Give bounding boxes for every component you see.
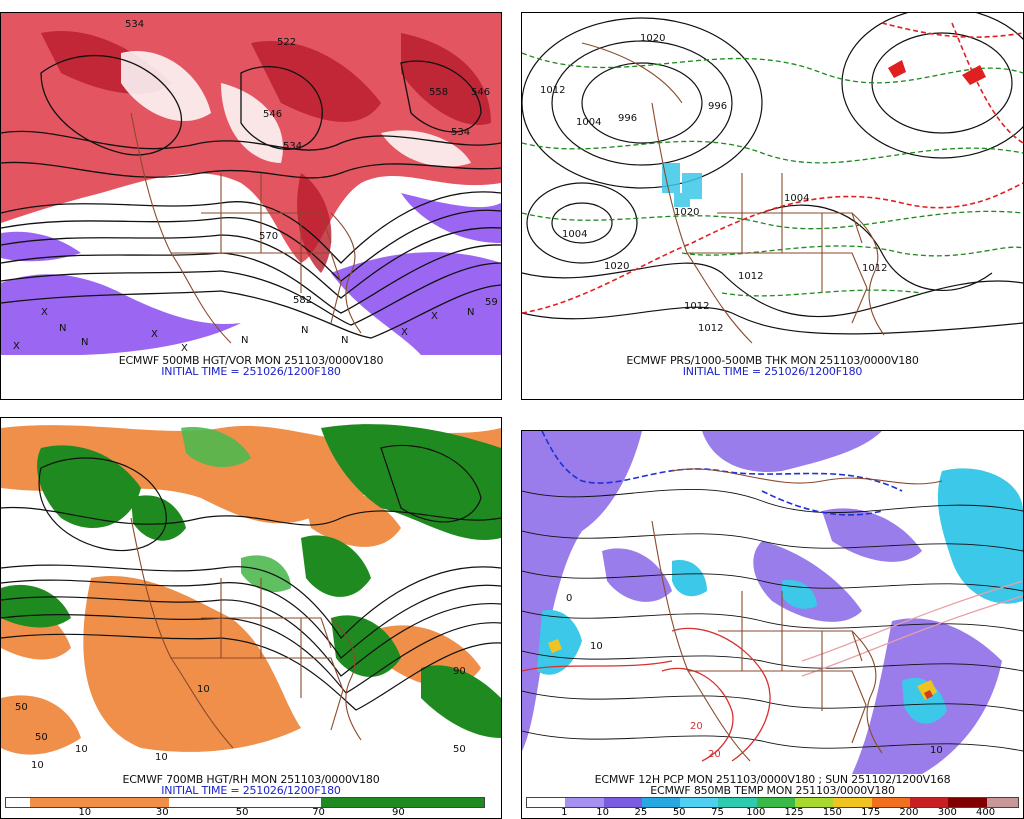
isobar-label: 1012 bbox=[862, 263, 887, 274]
colorbar-label: 50 bbox=[235, 807, 249, 818]
isobar-label: 996 bbox=[618, 113, 637, 124]
precip-colorbar bbox=[526, 797, 1019, 808]
svg-text:X: X bbox=[401, 327, 408, 338]
svg-text:N: N bbox=[467, 307, 474, 318]
panel-700mb-humidity: 10 10 50 10 50 10 90 50 ECMWF 700MB HGT/… bbox=[0, 417, 502, 819]
isobar-label: 1020 bbox=[604, 261, 629, 272]
svg-text:N: N bbox=[59, 323, 66, 334]
isobar-label: 1020 bbox=[640, 33, 665, 44]
initial-time: INITIAL TIME = 251026/1200F180 bbox=[161, 784, 341, 797]
panel-subtitle: ECMWF 850MB TEMP MON 251103/0000V180 bbox=[650, 784, 895, 797]
contour-label: 20 bbox=[708, 749, 721, 760]
panel-title: ECMWF 500MB HGT/VOR MON 251103/0000V180 bbox=[118, 354, 384, 367]
contour-label: 0 bbox=[566, 593, 572, 604]
isobar-label: 1012 bbox=[540, 85, 565, 96]
contour-label: 534 bbox=[283, 141, 302, 152]
map-700mb-height-humidity: 10 10 50 10 50 10 90 50 bbox=[1, 418, 501, 774]
isobar-label: 1004 bbox=[576, 117, 601, 128]
colorbar-label: 175 bbox=[861, 807, 881, 818]
colorbar-label: 200 bbox=[899, 807, 919, 818]
colorbar-label: 125 bbox=[784, 807, 804, 818]
contour-label: 10 bbox=[197, 684, 210, 695]
isobar-label: 996 bbox=[708, 101, 727, 112]
contour-label: 59 bbox=[485, 297, 498, 308]
contour-label: 558 bbox=[429, 87, 448, 98]
colorbar-label: 100 bbox=[746, 807, 766, 818]
colorbar-label: 70 bbox=[312, 807, 325, 818]
isobar-label: 1020 bbox=[674, 207, 699, 218]
contour-label: 570 bbox=[259, 231, 278, 242]
initial-time: INITIAL TIME = 251026/1200F180 bbox=[161, 365, 341, 378]
svg-text:X: X bbox=[13, 341, 20, 352]
svg-text:X: X bbox=[431, 311, 438, 322]
panel-title: ECMWF 700MB HGT/RH MON 251103/0000V180 bbox=[122, 773, 380, 786]
colorbar-label: 90 bbox=[392, 807, 405, 818]
panel-500mb-vorticity: 534 522 546 534 558 570 582 534 546 59 X… bbox=[0, 12, 502, 400]
svg-text:N: N bbox=[301, 325, 308, 336]
contour-label: 10 bbox=[590, 641, 603, 652]
panel-title: ECMWF 12H PCP MON 251103/0000V180 ; SUN … bbox=[594, 773, 951, 786]
colorbar-label: 150 bbox=[822, 807, 842, 818]
map-precipitation-850mb-temperature: 0 10 20 20 10 bbox=[522, 431, 1023, 774]
svg-text:N: N bbox=[81, 337, 88, 348]
contour-label: 534 bbox=[451, 127, 470, 138]
contour-label: 50 bbox=[15, 702, 28, 713]
svg-text:X: X bbox=[151, 329, 158, 340]
contour-label: 546 bbox=[263, 109, 282, 120]
colorbar-label: 1 bbox=[561, 807, 568, 818]
isobar-label: 1004 bbox=[562, 229, 587, 240]
colorbar-label: 30 bbox=[155, 807, 169, 818]
colorbar-label: 10 bbox=[78, 807, 92, 818]
svg-text:X: X bbox=[41, 307, 48, 318]
contour-label: 546 bbox=[471, 87, 490, 98]
isobar-label: 1012 bbox=[698, 323, 723, 334]
rh-colorbar-labels: 10 30 50 70 90 bbox=[5, 807, 483, 818]
contour-label: 10 bbox=[930, 745, 943, 756]
panel-title: ECMWF PRS/1000-500MB THK MON 251103/0000… bbox=[626, 354, 919, 367]
colorbar-label: 75 bbox=[711, 807, 724, 818]
panel-precip-850mb-temp: 0 10 20 20 10 ECMWF 12H PCP MON 251103/0… bbox=[521, 430, 1024, 819]
contour-label: 10 bbox=[75, 744, 88, 755]
contour-label: 90 bbox=[453, 666, 466, 677]
isobar-label: 1012 bbox=[738, 271, 763, 282]
contour-label: 10 bbox=[155, 752, 168, 763]
map-500mb-height-vorticity: 534 522 546 534 558 570 582 534 546 59 X… bbox=[1, 13, 501, 355]
contour-label: 522 bbox=[277, 37, 296, 48]
colorbar-label: 10 bbox=[596, 807, 609, 818]
contour-label: 50 bbox=[35, 732, 48, 743]
contour-label: 10 bbox=[31, 760, 44, 771]
svg-text:N: N bbox=[241, 335, 248, 346]
svg-text:N: N bbox=[341, 335, 348, 346]
colorbar-label: 300 bbox=[937, 807, 957, 818]
isobar-label: 1012 bbox=[684, 301, 709, 312]
colorbar-label: 25 bbox=[634, 807, 648, 818]
panel-pressure-thickness: 1020 1012 1004 996 996 1004 1020 1012 10… bbox=[521, 12, 1024, 400]
contour-label: 534 bbox=[125, 19, 144, 30]
isobar-label: 1004 bbox=[784, 193, 809, 204]
map-sea-level-pressure-thickness: 1020 1012 1004 996 996 1004 1020 1012 10… bbox=[522, 13, 1023, 355]
contour-label: 50 bbox=[453, 744, 466, 755]
colorbar-label: 400 bbox=[976, 807, 996, 818]
colorbar-label: 50 bbox=[672, 807, 686, 818]
contour-label: 20 bbox=[690, 721, 703, 732]
svg-text:X: X bbox=[181, 343, 188, 354]
rh-colorbar bbox=[5, 797, 485, 808]
precip-colorbar-labels: 1 10 25 50 75 100 125 150 175 200 300 40… bbox=[526, 807, 1017, 818]
initial-time: INITIAL TIME = 251026/1200F180 bbox=[682, 365, 863, 378]
contour-label: 582 bbox=[293, 295, 312, 306]
